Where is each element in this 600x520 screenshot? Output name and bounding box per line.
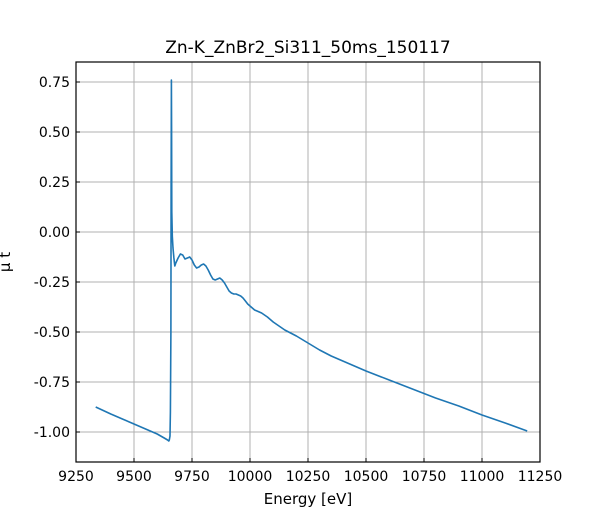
y-tick-label: 0.75 bbox=[39, 75, 70, 91]
x-tick-label: 9750 bbox=[174, 469, 210, 485]
y-tick-label: 0.50 bbox=[39, 125, 70, 141]
x-tick-label: 11000 bbox=[460, 469, 505, 485]
y-axis-label: μ t bbox=[0, 252, 14, 272]
y-tick-label: -0.50 bbox=[34, 325, 70, 341]
x-tick-label: 10750 bbox=[402, 469, 447, 485]
y-tick-label: 0.25 bbox=[39, 175, 70, 191]
x-tick-label: 11250 bbox=[518, 469, 563, 485]
x-tick-label: 10250 bbox=[286, 469, 331, 485]
x-tick-label: 9500 bbox=[116, 469, 152, 485]
y-tick-label: 0.00 bbox=[39, 225, 70, 241]
y-tick-label: -0.75 bbox=[34, 375, 70, 391]
y-tick-label: -1.00 bbox=[34, 425, 70, 441]
series-group bbox=[95, 79, 528, 442]
y-tick-label: -0.25 bbox=[34, 275, 70, 291]
x-axis: 9250 9500 9750 10000 10250 10500 10750 11000 112… bbox=[58, 458, 562, 485]
y-axis: 0.75 0.50 0.25 0.00 -0.25 -0.50 -0.75 -1.00 bbox=[34, 75, 80, 441]
x-tick-label: 9250 bbox=[58, 469, 94, 485]
x-axis-label: Energy [eV] bbox=[264, 490, 352, 508]
x-tick-label: 10500 bbox=[344, 469, 389, 485]
series-line bbox=[95, 79, 528, 442]
x-tick-label: 10000 bbox=[228, 469, 273, 485]
chart-title: Zn-K_ZnBr2_Si311_50ms_150117 bbox=[165, 38, 451, 58]
grid bbox=[76, 62, 540, 462]
